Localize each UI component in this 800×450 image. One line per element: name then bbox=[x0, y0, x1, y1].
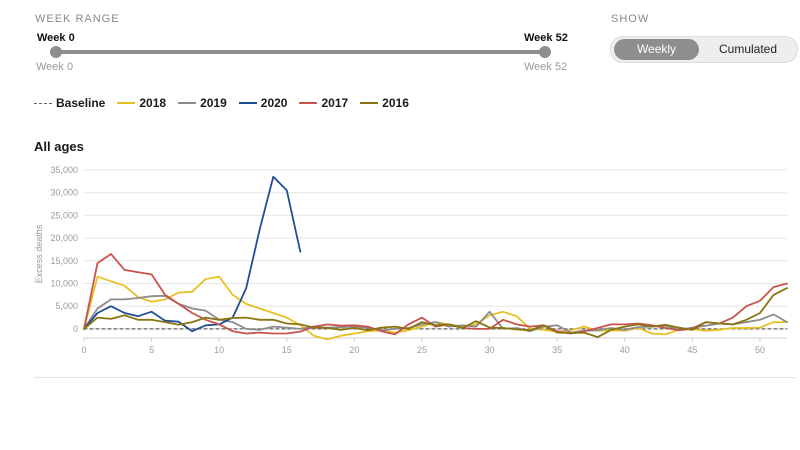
x-tick-label: 10 bbox=[214, 345, 224, 355]
legend-swatch bbox=[34, 102, 52, 104]
series-line-2017 bbox=[83, 253, 788, 336]
x-tick-label: 25 bbox=[417, 345, 427, 355]
y-tick-label: 10,000 bbox=[50, 279, 78, 289]
x-tick-label: 0 bbox=[81, 345, 86, 355]
series-line-2016 bbox=[83, 287, 788, 339]
slider-start-sublabel: Week 0 bbox=[36, 61, 74, 73]
legend-swatch bbox=[178, 102, 197, 104]
legend-item-baseline[interactable]: Baseline bbox=[34, 96, 105, 110]
week-range-end-handle[interactable] bbox=[539, 46, 551, 58]
y-tick-label: 0 bbox=[73, 324, 78, 334]
legend-label: 2020 bbox=[260, 96, 288, 110]
y-tick-label: 15,000 bbox=[50, 256, 78, 266]
legend-swatch bbox=[238, 102, 257, 104]
legend-label: Baseline bbox=[56, 96, 106, 110]
legend-label: 2018 bbox=[139, 96, 167, 110]
y-tick-label: 30,000 bbox=[50, 188, 78, 198]
slider-start-label: Week 0 bbox=[37, 32, 75, 44]
x-tick-label: 5 bbox=[149, 345, 154, 355]
excess-deaths-chart: 0 5,000 10,000 15,000 20,000 25,000 30,000 35,0… bbox=[34, 165, 788, 355]
legend-label: 2019 bbox=[200, 96, 227, 110]
legend-item-2016[interactable]: 2016 bbox=[360, 96, 409, 110]
legend: Baseline 2018 2019 2020 2017 2016 bbox=[34, 96, 421, 110]
x-tick-label: 35 bbox=[552, 345, 562, 355]
x-tick-label: 45 bbox=[687, 345, 697, 355]
y-tick-label: 35,000 bbox=[50, 165, 78, 175]
legend-label: 2016 bbox=[382, 96, 409, 110]
legend-item-2020[interactable]: 2020 bbox=[238, 96, 288, 110]
x-tick-label: 40 bbox=[620, 345, 630, 355]
legend-swatch bbox=[360, 102, 379, 104]
y-axis-label: Excess deaths bbox=[34, 224, 44, 283]
divider bbox=[34, 377, 796, 378]
x-tick-label: 50 bbox=[755, 345, 765, 355]
week-range-label: WEEK RANGE bbox=[35, 13, 120, 25]
legend-item-2017[interactable]: 2017 bbox=[299, 96, 348, 110]
show-toggle: Weekly Cumulated bbox=[610, 36, 798, 63]
legend-swatch bbox=[117, 102, 136, 104]
week-range-start-handle[interactable] bbox=[50, 46, 62, 58]
chart-title: All ages bbox=[34, 139, 84, 154]
cumulated-toggle-button[interactable]: Cumulated bbox=[718, 42, 778, 56]
series-line-2019 bbox=[83, 294, 788, 334]
show-label: SHOW bbox=[611, 13, 650, 25]
x-tick-label: 20 bbox=[349, 345, 359, 355]
legend-item-2018[interactable]: 2018 bbox=[117, 96, 166, 110]
legend-item-2019[interactable]: 2019 bbox=[178, 96, 227, 110]
y-tick-label: 5,000 bbox=[55, 301, 78, 311]
y-tick-label: 20,000 bbox=[50, 233, 78, 243]
slider-end-sublabel: Week 52 bbox=[524, 61, 568, 73]
legend-label: 2017 bbox=[321, 96, 349, 110]
week-range-slider-track[interactable] bbox=[56, 50, 545, 54]
legend-swatch bbox=[299, 102, 318, 104]
y-tick-label: 25,000 bbox=[50, 210, 78, 220]
slider-end-label: Week 52 bbox=[524, 32, 568, 44]
x-tick-label: 15 bbox=[282, 345, 292, 355]
x-tick-label: 30 bbox=[485, 345, 495, 355]
weekly-toggle-button[interactable]: Weekly bbox=[614, 39, 699, 60]
series-line-2020 bbox=[83, 175, 302, 333]
